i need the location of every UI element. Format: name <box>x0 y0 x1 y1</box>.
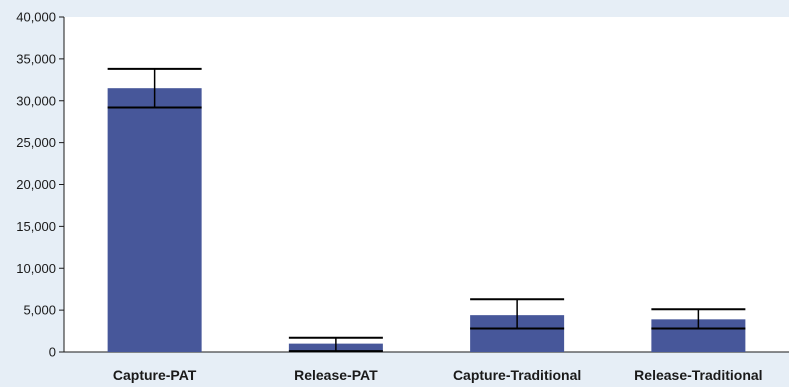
bar <box>107 88 202 352</box>
y-tick-label: 30,000 <box>16 93 56 108</box>
x-axis-labels: Capture-PAT Release-PAT Capture-Traditiona… <box>113 367 763 383</box>
y-tick-label: 40,000 <box>16 10 56 25</box>
x-tick-label: Capture-PAT <box>113 367 197 383</box>
x-tick-label: Release-PAT <box>294 367 378 383</box>
y-tick-label: 15,000 <box>16 219 56 234</box>
y-tick-label: 10,000 <box>16 261 56 276</box>
x-tick-label: Capture-Traditional <box>453 367 581 383</box>
y-axis <box>59 16 65 353</box>
y-tick-label: 0 <box>49 345 56 360</box>
y-tick-label: 20,000 <box>16 177 56 192</box>
x-tick-label: Release-Traditional <box>634 367 762 383</box>
y-tick-label: 25,000 <box>16 135 56 150</box>
error-bars <box>107 67 746 353</box>
y-axis-labels: 0 5,000 10,000 15,000 20,000 25,000 30,000 35,0… <box>16 10 56 360</box>
y-tick-label: 5,000 <box>23 303 56 318</box>
y-tick-label: 35,000 <box>16 51 56 66</box>
